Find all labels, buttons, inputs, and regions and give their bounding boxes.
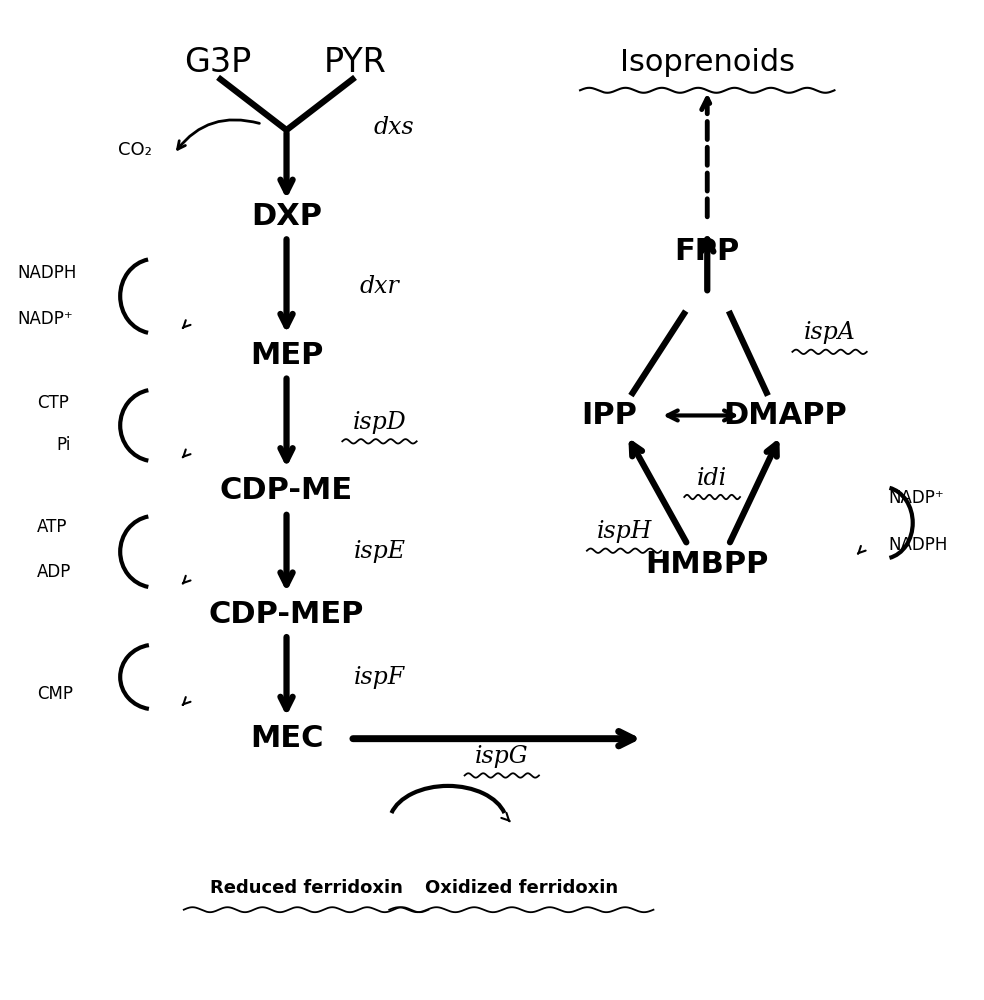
- Text: CDP-MEP: CDP-MEP: [209, 600, 364, 629]
- Text: ADP: ADP: [37, 563, 72, 581]
- Text: CDP-ME: CDP-ME: [220, 476, 353, 505]
- Text: ispE: ispE: [353, 540, 405, 563]
- Text: ispA: ispA: [804, 321, 855, 344]
- Text: PYR: PYR: [324, 46, 387, 79]
- Text: NADP⁺: NADP⁺: [889, 489, 944, 507]
- Text: MEC: MEC: [250, 724, 324, 753]
- Text: ATP: ATP: [37, 518, 68, 536]
- Text: HMBPP: HMBPP: [646, 550, 769, 579]
- Text: idi: idi: [697, 467, 727, 490]
- Text: IPP: IPP: [582, 401, 638, 430]
- Text: NADP⁺: NADP⁺: [18, 310, 73, 328]
- Text: G3P: G3P: [184, 46, 252, 79]
- Text: DXP: DXP: [251, 202, 322, 231]
- Text: DMAPP: DMAPP: [723, 401, 847, 430]
- Text: dxs: dxs: [374, 116, 414, 139]
- Text: Isoprenoids: Isoprenoids: [620, 48, 795, 77]
- Text: Pi: Pi: [57, 436, 71, 454]
- Text: CMP: CMP: [37, 685, 73, 703]
- Text: CTP: CTP: [37, 394, 69, 412]
- Text: ispH: ispH: [596, 520, 651, 543]
- Text: NADPH: NADPH: [18, 264, 77, 282]
- Text: Oxidized ferridoxin: Oxidized ferridoxin: [425, 879, 618, 897]
- Text: ispD: ispD: [352, 411, 406, 434]
- Text: ispF: ispF: [354, 666, 405, 689]
- Text: ispG: ispG: [475, 745, 528, 768]
- Text: FPP: FPP: [675, 237, 740, 266]
- Text: dxr: dxr: [359, 275, 400, 298]
- Text: CO₂: CO₂: [118, 141, 152, 159]
- Text: NADPH: NADPH: [889, 536, 948, 554]
- Text: MEP: MEP: [250, 341, 323, 370]
- Text: Reduced ferridoxin: Reduced ferridoxin: [210, 879, 402, 897]
